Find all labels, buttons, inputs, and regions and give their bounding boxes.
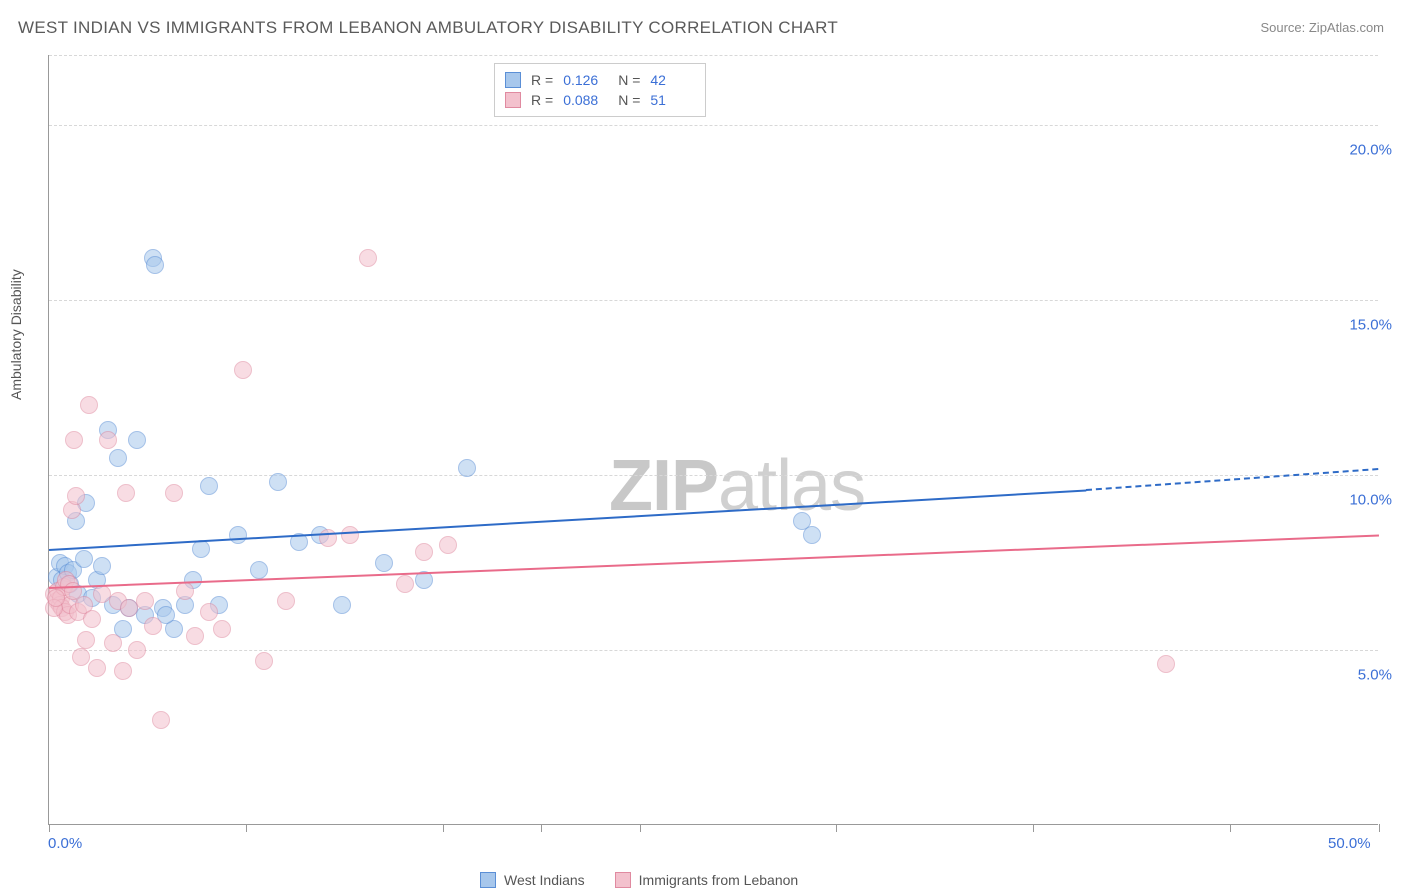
scatter-point: [458, 459, 476, 477]
trend-line: [1086, 468, 1379, 491]
y-tick-label: 5.0%: [1358, 667, 1392, 684]
legend-swatch: [615, 872, 631, 888]
y-tick-label: 15.0%: [1349, 317, 1392, 334]
n-value: 42: [650, 72, 695, 88]
scatter-point: [104, 634, 122, 652]
scatter-point: [117, 484, 135, 502]
trend-line: [49, 489, 1087, 550]
gridline: [49, 300, 1378, 301]
scatter-point: [47, 589, 65, 607]
legend-swatch: [505, 72, 521, 88]
scatter-point: [72, 648, 90, 666]
stats-row: R = 0.088 N = 51: [505, 90, 695, 110]
source-attribution: Source: ZipAtlas.com: [1260, 20, 1384, 35]
scatter-point: [200, 603, 218, 621]
scatter-point: [803, 526, 821, 544]
r-value: 0.088: [563, 92, 608, 108]
scatter-point: [152, 711, 170, 729]
x-tick: [246, 824, 247, 832]
trend-line: [49, 535, 1379, 589]
scatter-point: [80, 396, 98, 414]
x-tick: [1033, 824, 1034, 832]
scatter-point: [186, 627, 204, 645]
gridline: [49, 55, 1378, 56]
scatter-point: [213, 620, 231, 638]
scatter-point: [136, 592, 154, 610]
x-tick: [1230, 824, 1231, 832]
scatter-point: [415, 543, 433, 561]
stats-row: R = 0.126 N = 42: [505, 70, 695, 90]
scatter-point: [234, 361, 252, 379]
legend-item: Immigrants from Lebanon: [615, 872, 799, 888]
x-tick: [836, 824, 837, 832]
n-label: N =: [618, 72, 640, 88]
scatter-point: [146, 256, 164, 274]
legend-item: West Indians: [480, 872, 585, 888]
scatter-point: [333, 596, 351, 614]
n-value: 51: [650, 92, 695, 108]
legend-label: West Indians: [504, 872, 585, 888]
watermark-light: atlas: [718, 446, 865, 526]
scatter-point: [75, 550, 93, 568]
scatter-point: [200, 477, 218, 495]
y-tick-label: 10.0%: [1349, 492, 1392, 509]
gridline: [49, 125, 1378, 126]
scatter-point: [88, 659, 106, 677]
scatter-point: [165, 484, 183, 502]
scatter-point: [439, 536, 457, 554]
y-tick-label: 20.0%: [1349, 142, 1392, 159]
scatter-point: [83, 610, 101, 628]
scatter-point: [250, 561, 268, 579]
scatter-point: [65, 431, 83, 449]
scatter-point: [77, 631, 95, 649]
scatter-point: [1157, 655, 1175, 673]
scatter-point: [176, 582, 194, 600]
legend-label: Immigrants from Lebanon: [639, 872, 799, 888]
legend: West Indians Immigrants from Lebanon: [480, 872, 798, 888]
x-tick-label: 0.0%: [48, 835, 82, 852]
scatter-point: [277, 592, 295, 610]
legend-swatch: [480, 872, 496, 888]
x-tick: [640, 824, 641, 832]
plot-area: ZIPatlas R =0.126N =42R =0.088N =51: [48, 55, 1378, 825]
scatter-point: [67, 487, 85, 505]
x-tick-label: 50.0%: [1328, 835, 1371, 852]
n-label: N =: [618, 92, 640, 108]
scatter-point: [375, 554, 393, 572]
gridline: [49, 475, 1378, 476]
x-tick: [541, 824, 542, 832]
x-tick: [443, 824, 444, 832]
scatter-point: [144, 617, 162, 635]
scatter-point: [99, 431, 117, 449]
scatter-point: [93, 557, 111, 575]
x-tick: [1379, 824, 1380, 832]
scatter-point: [114, 662, 132, 680]
legend-swatch: [505, 92, 521, 108]
scatter-point: [229, 526, 247, 544]
y-axis-label: Ambulatory Disability: [8, 269, 24, 400]
r-label: R =: [531, 92, 553, 108]
scatter-point: [269, 473, 287, 491]
correlation-stats-box: R = 0.126 N = 42 R = 0.088 N = 51: [494, 63, 706, 117]
scatter-point: [128, 431, 146, 449]
scatter-point: [396, 575, 414, 593]
r-value: 0.126: [563, 72, 608, 88]
scatter-point: [255, 652, 273, 670]
scatter-point: [341, 526, 359, 544]
scatter-point: [128, 641, 146, 659]
gridline: [49, 650, 1378, 651]
r-label: R =: [531, 72, 553, 88]
chart-title: WEST INDIAN VS IMMIGRANTS FROM LEBANON A…: [18, 18, 838, 38]
x-tick: [49, 824, 50, 832]
scatter-point: [359, 249, 377, 267]
scatter-point: [109, 449, 127, 467]
